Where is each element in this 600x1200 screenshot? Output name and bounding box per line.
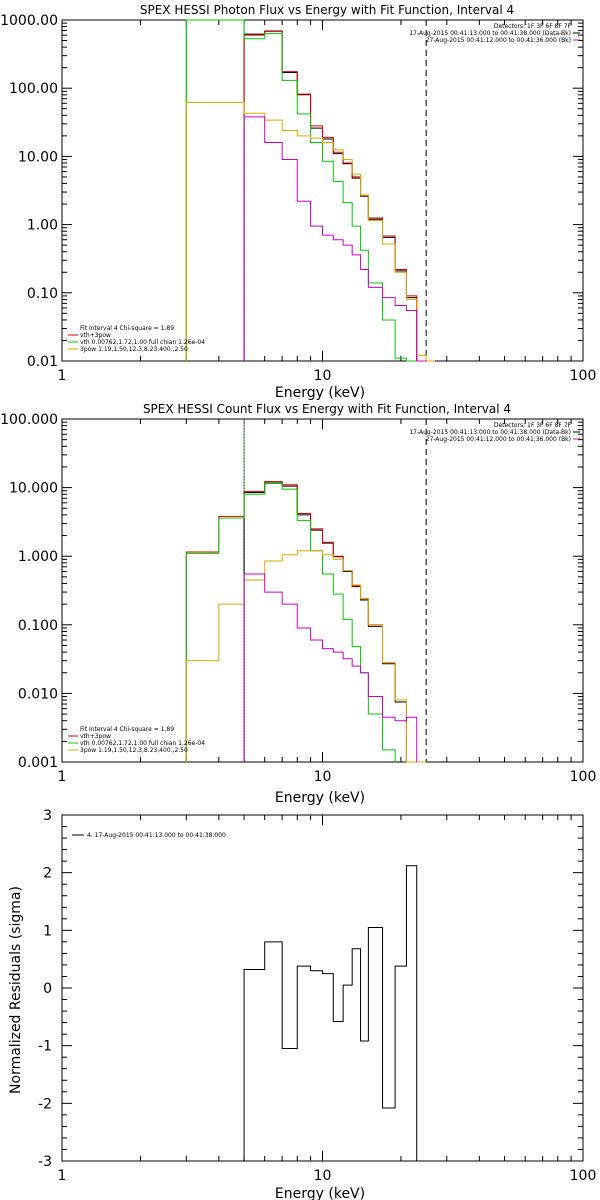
residuals-ylabel: Normalized Residuals (sigma) [8,886,24,1094]
plot-frame [61,814,584,1162]
y-tick-label: 0.010 [18,686,58,702]
y-tick-label: 0.001 [18,755,58,771]
data-series [185,482,396,762]
x-tick-label: 1 [58,368,67,384]
data-series [243,30,427,362]
data-series [243,481,417,763]
photon-flux-title: SPEX HESSI Photon Flux vs Energy with Fi… [140,3,514,17]
data-series [185,550,427,763]
y-tick-label: 3 [43,808,52,824]
y-tick-label: 2 [43,866,52,882]
y-tick-label: 0.01 [27,354,58,370]
legend-text: vth 0.00762,1.72,1.00 full chian 1.26e-0… [80,339,205,346]
x-tick-label: 1 [58,1168,67,1184]
legend-text: vth 0.00762,1.72,1.00 full chian 1.26e-0… [80,740,205,747]
legend-text: 27-Aug-2015 00:41:12.000 to 00:41:36.000… [426,436,571,443]
data-series [243,116,427,362]
legend-text: Fit Interval 4 Chi-square = 1.89 [80,325,174,332]
legend-text: Fit Interval 4 Chi-square = 1.89 [80,726,174,733]
y-tick-label: -3 [38,1154,52,1170]
x-tick-label: 100 [570,1168,597,1184]
y-tick-label: 0 [43,981,52,997]
y-tick-label: 1 [43,923,52,939]
y-tick-label: -2 [38,1096,52,1112]
x-tick-label: 10 [314,368,332,384]
y-tick-label: 100.000 [0,412,58,428]
legend-text: Detectors: 1F 3F 6F 8F 7F [494,23,572,30]
y-tick-label: 10.00 [18,149,58,165]
legend-text: 17-Aug-2015 00:41:13.000 to 00:41:38.000… [409,429,571,436]
x-tick-label: 100 [570,769,597,785]
y-tick-label: 1.00 [27,218,58,234]
photon-flux-panel: SPEX HESSI Photon Flux vs Energy with Fi… [0,3,596,401]
y-tick-label: 10.000 [9,481,58,497]
y-tick-label: 1000.00 [0,13,58,29]
legend-text: vth+3pow [80,733,111,740]
residuals-xlabel: Energy (keV) [275,1186,365,1200]
count-flux-title: SPEX HESSI Count Flux vs Energy with Fit… [143,402,511,416]
plot-frame [61,19,584,362]
y-tick-label: 100.00 [9,81,58,97]
y-tick-label: 0.10 [27,286,58,302]
legend-text: 3pow 1.19,1.50,12.3,8.23,400.,2.50 [80,747,188,754]
count-flux-xlabel: Energy (keV) [275,790,365,806]
data-series [243,30,427,362]
residuals-panel: Energy (keV) Normalized Residuals (sigma… [8,808,596,1200]
legend-text: 4. 17-Aug-2015 00:41:13.000 to 00:41:38.… [87,832,226,839]
y-tick-label: 1.000 [18,549,58,565]
legend-text: 17-Aug-2015 00:41:13.000 to 00:41:38.000… [409,30,571,37]
legend-text: vth+3pow [80,332,111,339]
data-series [185,19,417,362]
x-tick-label: 10 [314,769,332,785]
y-tick-label: 0.100 [18,618,58,634]
data-series [243,573,418,762]
data-series [243,865,418,1161]
y-tick-label: -1 [38,1039,52,1055]
data-series [185,101,435,362]
plot-frame [61,418,584,763]
x-tick-label: 10 [314,1168,332,1184]
legend-text: 3pow 1.19,1.50,12.3,8.23,400.,2.50 [80,346,188,353]
legend-text: Detectors: 1F 3F 6F 8F 7F [494,422,572,429]
x-tick-label: 100 [570,368,597,384]
count-flux-panel: SPEX HESSI Count Flux vs Energy with Fit… [0,402,596,806]
legend-text: 27-Aug-2015 00:41:12.000 to 00:41:36.000… [426,37,571,44]
photon-flux-xlabel: Energy (keV) [275,385,365,401]
x-tick-label: 1 [58,769,67,785]
